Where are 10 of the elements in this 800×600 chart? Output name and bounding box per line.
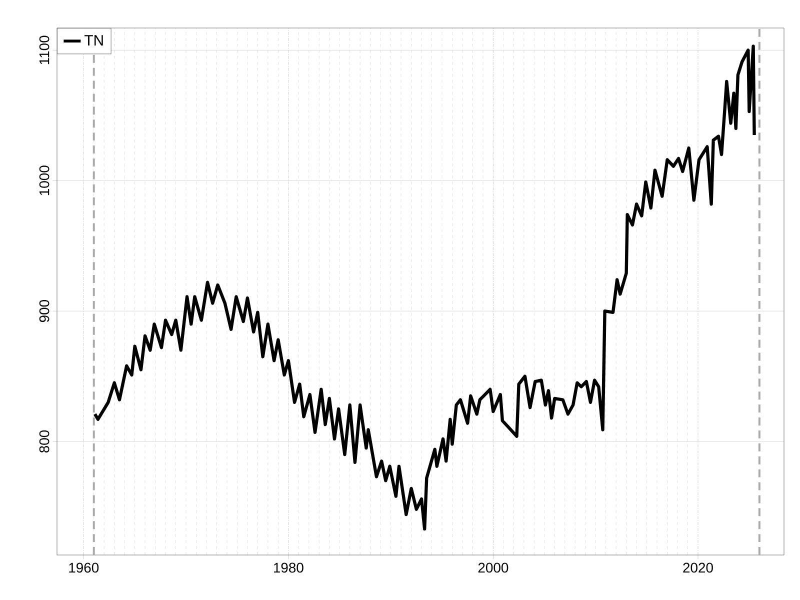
y-tick-label: 800 [39, 430, 50, 453]
x-tick-label: 2020 [683, 562, 713, 573]
x-tick-label: 1980 [274, 562, 304, 573]
y-tick-label: 900 [39, 300, 50, 322]
legend-label: TN [84, 35, 103, 46]
y-tick-label: 1000 [39, 166, 50, 196]
line-series [93, 44, 756, 531]
x-tick-label: 1960 [69, 562, 99, 573]
x-tick-label: 2000 [478, 562, 508, 573]
y-tick-label: 1100 [39, 36, 50, 64]
